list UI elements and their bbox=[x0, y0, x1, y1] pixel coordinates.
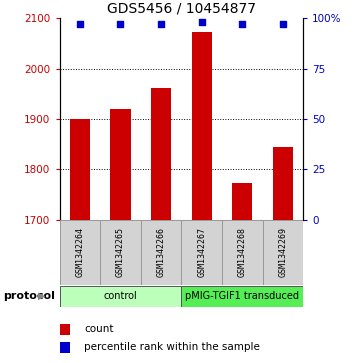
Text: GSM1342268: GSM1342268 bbox=[238, 227, 247, 277]
Bar bbox=[70, 119, 90, 220]
Bar bbox=[110, 109, 131, 220]
Bar bbox=[60, 324, 70, 335]
Point bbox=[199, 19, 205, 25]
Text: percentile rank within the sample: percentile rank within the sample bbox=[84, 342, 260, 352]
Text: GSM1342267: GSM1342267 bbox=[197, 227, 206, 277]
FancyBboxPatch shape bbox=[60, 286, 182, 307]
Bar bbox=[60, 342, 70, 353]
Point bbox=[280, 21, 286, 27]
Point bbox=[118, 21, 123, 27]
Text: GSM1342265: GSM1342265 bbox=[116, 227, 125, 277]
Text: ▶: ▶ bbox=[38, 291, 45, 301]
Text: GSM1342266: GSM1342266 bbox=[157, 227, 166, 277]
FancyBboxPatch shape bbox=[182, 220, 222, 285]
Bar bbox=[232, 183, 252, 220]
Text: protocol: protocol bbox=[4, 291, 56, 301]
FancyBboxPatch shape bbox=[222, 220, 263, 285]
Bar bbox=[151, 87, 171, 220]
Title: GDS5456 / 10454877: GDS5456 / 10454877 bbox=[107, 1, 256, 16]
Text: count: count bbox=[84, 324, 113, 334]
FancyBboxPatch shape bbox=[60, 220, 100, 285]
Point bbox=[239, 21, 245, 27]
FancyBboxPatch shape bbox=[182, 286, 303, 307]
Bar bbox=[273, 147, 293, 220]
Point bbox=[77, 21, 83, 27]
Text: control: control bbox=[104, 291, 137, 301]
FancyBboxPatch shape bbox=[141, 220, 182, 285]
FancyBboxPatch shape bbox=[100, 220, 141, 285]
Text: GSM1342264: GSM1342264 bbox=[75, 227, 84, 277]
Bar bbox=[192, 32, 212, 220]
Text: pMIG-TGIF1 transduced: pMIG-TGIF1 transduced bbox=[185, 291, 299, 301]
FancyBboxPatch shape bbox=[263, 220, 303, 285]
Point bbox=[158, 21, 164, 27]
Text: GSM1342269: GSM1342269 bbox=[278, 227, 287, 277]
